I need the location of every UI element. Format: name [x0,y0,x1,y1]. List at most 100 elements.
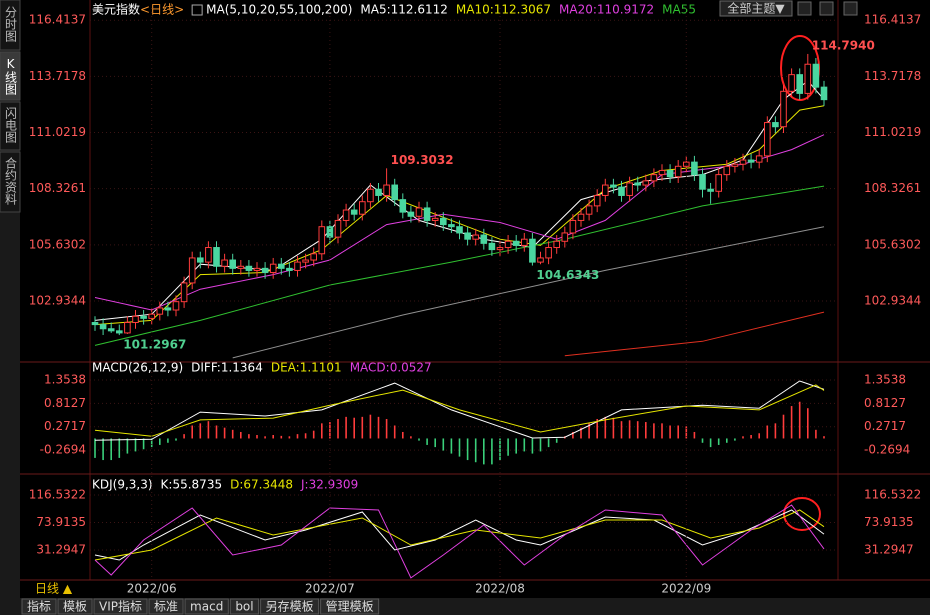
toolbar-icon[interactable] [797,1,812,16]
candle-body [618,186,625,196]
toolbar-icon[interactable] [843,1,858,16]
y-tick-label: 102.9344 [864,293,921,307]
macd-bar [491,438,493,465]
bottom-tab[interactable] [260,598,320,615]
candle-body [472,234,479,240]
bottom-tab[interactable] [57,598,93,615]
candle-body [132,315,139,324]
macd-bar [474,438,477,463]
macd-bar [402,431,404,439]
macd-bar [823,436,825,439]
candle-body [261,267,269,274]
y-tick-label: 0.2717 [864,419,906,433]
candle-body [375,188,382,196]
sidebar-tab[interactable] [0,151,21,213]
candle-body [221,259,228,267]
series-line [94,105,825,326]
candle-body [512,240,520,246]
macd-bar [677,425,679,439]
y-tick-label: 116.5322 [29,488,86,502]
candle-body [480,234,488,244]
macd-bar [693,431,696,439]
macd-bar [466,438,469,461]
candle-body [699,174,706,190]
toolbar-icon[interactable] [819,1,834,16]
series-readout: D:67.3448 [230,478,293,492]
candle-body [205,247,212,263]
y-tick-label: 116.4137 [864,13,921,27]
macd-bar [175,438,177,441]
candle-body [772,122,779,128]
series-readout: MA20:110.9172 [559,3,654,17]
series-readout: MA10:112.3067 [456,3,551,17]
candle-body [610,184,617,188]
y-tick-label: 108.3261 [864,181,921,195]
y-tick-label: 116.4137 [29,13,86,27]
macd-bar [442,438,445,451]
macd-bar [215,425,218,439]
theme-button[interactable] [719,0,793,17]
candle-body [585,205,593,215]
macd-bar [758,433,760,439]
candle-body [755,155,763,163]
bottom-tab[interactable] [229,598,260,615]
extreme-label: 114.7940 [812,38,875,52]
highlight-circle [783,497,821,531]
candle-body [172,301,180,311]
bottom-tab-label: 另存模板 [266,600,314,614]
macd-bar [296,434,299,439]
macd-bar [304,433,307,439]
macd-bar [94,438,96,458]
sidebar-tab[interactable] [0,51,21,101]
macd-bar [742,436,744,439]
candle-body [577,213,585,221]
candle-body [723,165,731,176]
macd-bar [750,435,752,439]
sidebar-tab[interactable] [0,101,21,151]
macd-bar [353,417,355,439]
macd-bar [183,434,185,439]
candle-body [310,253,317,261]
y-tick-label: 73.9135 [864,515,914,529]
candle-body [237,265,245,269]
macd-bar [483,438,485,465]
macd-bar [150,438,153,448]
candle-body [634,182,642,186]
period-button[interactable]: 日线 ▲ [35,582,73,596]
macd-bar [669,425,671,439]
macd-bar [709,438,712,448]
candle-body [569,219,577,234]
macd-bar [102,438,104,461]
bottom-tab[interactable] [320,598,380,615]
series-readout: J:32.9309 [300,478,358,492]
series-line [232,226,825,359]
bottom-tab[interactable] [184,598,229,615]
candle-body [107,328,115,332]
macd-bar [134,438,137,452]
bottom-tab[interactable] [93,598,148,615]
sidebar-tab[interactable] [0,0,21,51]
bottom-tab[interactable] [148,598,184,615]
candle-body [456,226,463,234]
sidebar-label: K线图 [4,57,18,95]
bottom-tab-label: 管理模板 [326,599,374,614]
series-readout: MACD:0.0527 [350,361,432,375]
candle-body [545,247,552,259]
series-readout: DEA:1.1101 [271,361,342,375]
macd-bar [531,438,534,454]
macd-bar [661,423,663,439]
bottom-tab-label: macd [190,600,223,614]
candle-body [197,257,204,263]
candle-body [504,240,512,249]
macd-bar [199,423,202,439]
macd-bar [191,425,193,439]
candle-body [91,322,99,326]
macd-bar [547,438,550,448]
candle-body [666,169,674,178]
bottom-tab[interactable] [21,598,57,615]
panel-title: 美元指数 [92,2,140,17]
series-readout: MA5:112.6112 [360,3,448,17]
macd-bar [717,438,720,445]
macd-bar [653,423,655,439]
